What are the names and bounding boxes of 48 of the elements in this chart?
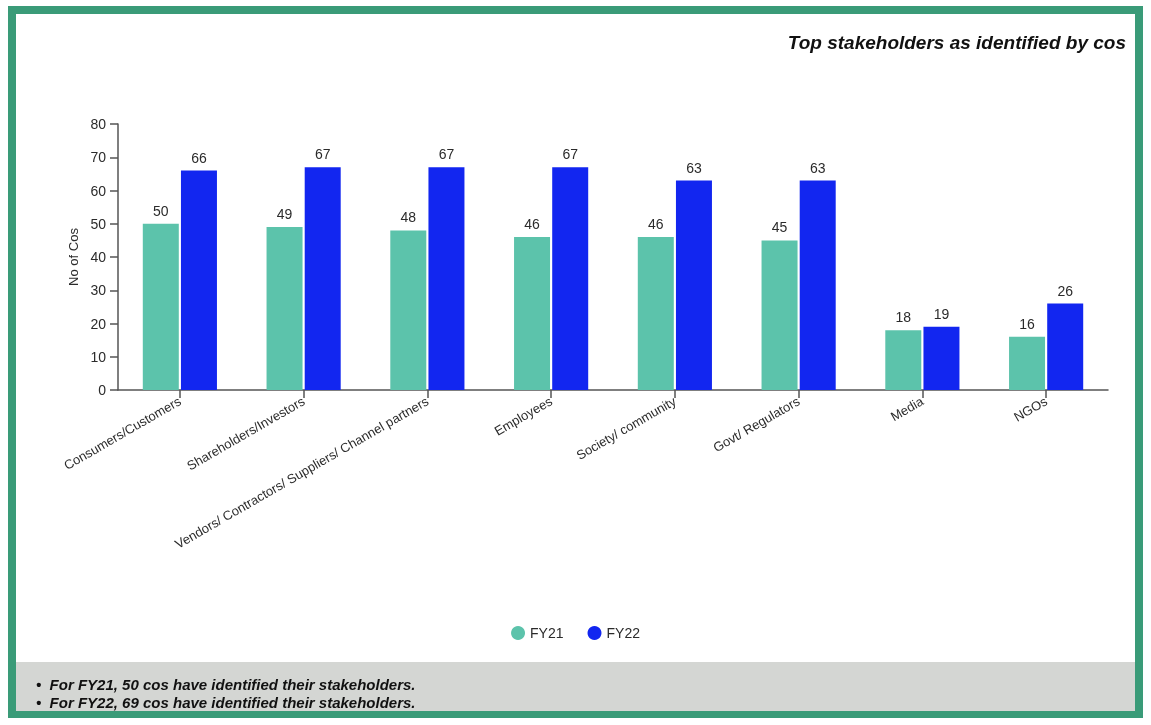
data-label: 46	[648, 216, 664, 233]
x-tick-label: Media	[887, 393, 927, 425]
bar	[514, 237, 551, 390]
chart-title: Top stakeholders as identified by cos	[787, 32, 1126, 53]
data-label: 50	[153, 202, 169, 219]
y-tick-label: 70	[90, 149, 107, 166]
bar	[637, 237, 674, 390]
data-label: 67	[438, 146, 455, 163]
y-tick-label: 0	[98, 382, 107, 398]
data-label: 19	[933, 305, 950, 322]
y-tick-label: 10	[90, 348, 107, 365]
bar	[304, 167, 341, 390]
data-label: 67	[314, 146, 331, 163]
bar	[923, 326, 960, 390]
bar	[885, 330, 922, 390]
bar	[428, 167, 465, 390]
y-tick-label: 60	[90, 182, 107, 199]
bar	[799, 180, 836, 390]
y-axis-title: No of Cos	[65, 227, 81, 286]
legend-label: FY21	[530, 625, 564, 641]
bar	[675, 180, 712, 390]
y-tick-label: 40	[90, 249, 107, 265]
data-label: 18	[895, 309, 912, 326]
bar	[552, 167, 589, 390]
data-label: 48	[400, 209, 417, 226]
data-label: 46	[524, 216, 541, 233]
data-label: 67	[562, 146, 579, 163]
bar	[1047, 303, 1084, 390]
data-label: 63	[686, 159, 702, 176]
bar	[266, 227, 303, 390]
bar	[761, 240, 798, 390]
bar	[142, 223, 179, 390]
data-label: 66	[191, 149, 207, 166]
data-label: 49	[276, 206, 293, 223]
data-label: 16	[1019, 315, 1036, 332]
legend-label: FY22	[606, 625, 641, 641]
data-label: 63	[809, 159, 826, 176]
bar	[180, 170, 217, 390]
y-tick-label: 50	[90, 215, 107, 232]
data-label: 45	[771, 219, 788, 236]
text: • For FY21, 50 cos have identified their stakeholders.	[36, 676, 417, 694]
text: • For FY22, 69 cos have identified their stakeholders.	[36, 694, 417, 712]
data-label: 26	[1057, 282, 1074, 299]
y-tick-label: 80	[90, 116, 107, 132]
y-tick-label: 30	[90, 282, 107, 299]
y-tick-label: 20	[90, 315, 107, 332]
bar	[1009, 336, 1046, 390]
bar	[390, 230, 427, 390]
